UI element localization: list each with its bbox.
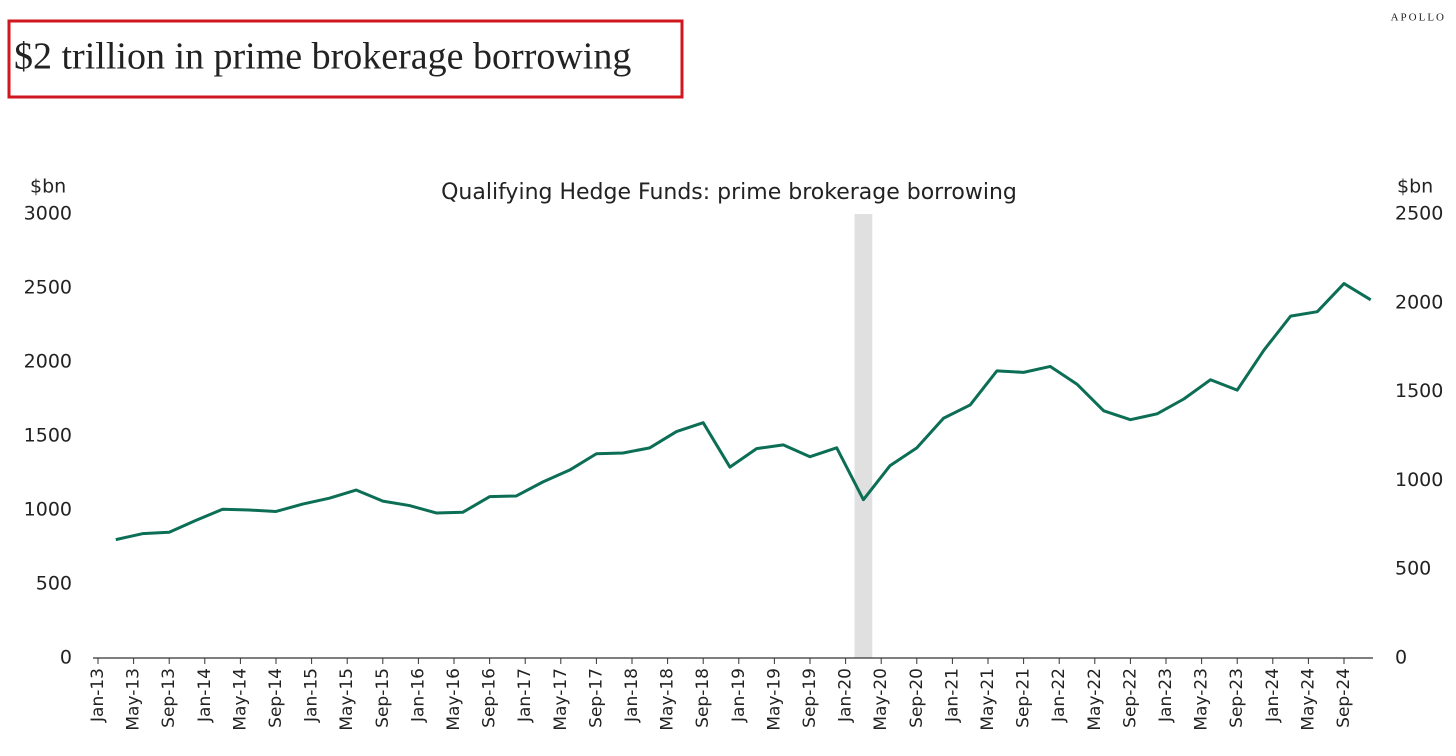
x-tick-label: Sep-19 <box>800 668 820 728</box>
y2-tick-label: 1000 <box>1395 469 1443 491</box>
x-tick-label: May-20 <box>871 668 891 731</box>
x-tick-label: May-22 <box>1085 668 1105 731</box>
x-tick-label: Jan-24 <box>1263 668 1283 723</box>
x-tick-label: Sep-15 <box>373 668 393 728</box>
x-tick-label: Sep-23 <box>1227 668 1247 728</box>
headline: $2 trillion in prime brokerage borrowing <box>14 36 631 78</box>
brand: APOLLO <box>1391 12 1446 24</box>
series-line <box>115 282 1372 542</box>
x-tick-label: May-14 <box>230 668 250 731</box>
y-tick-label: 0 <box>60 647 72 669</box>
x-tick-label: Jan-14 <box>195 668 215 723</box>
y-axis-label: $bn <box>30 176 66 198</box>
y2-tick-label: 0 <box>1395 647 1407 669</box>
x-tick-label: Sep-18 <box>693 668 713 728</box>
x-tick-label: May-18 <box>658 668 678 731</box>
x-tick-label: May-21 <box>978 668 998 731</box>
x-tick-label: Jan-19 <box>729 668 749 723</box>
y2-tick-label: 500 <box>1395 558 1431 580</box>
x-tick-label: May-13 <box>124 668 144 731</box>
shaded-span <box>854 214 873 658</box>
x-tick-label: Sep-13 <box>159 668 179 728</box>
x-tick-label: Sep-24 <box>1334 668 1354 728</box>
x-tick-label: Sep-17 <box>586 668 606 728</box>
y2-axis-label: $bn <box>1397 176 1433 198</box>
x-tick-label: Jan-23 <box>1156 668 1176 723</box>
x-tick-label: May-19 <box>764 668 784 731</box>
y-tick-label: 3000 <box>24 203 72 225</box>
x-tick-label: May-15 <box>337 668 357 731</box>
y-tick-label: 2000 <box>24 351 72 373</box>
x-tick-label: Jan-13 <box>88 668 108 723</box>
x-tick-label: Jan-16 <box>408 668 428 723</box>
x-tick-label: Jan-21 <box>942 668 962 723</box>
y-tick-label: 500 <box>36 573 72 595</box>
x-tick-label: Sep-14 <box>266 668 286 728</box>
x-tick-label: Jan-20 <box>836 668 856 723</box>
x-tick-label: Jan-22 <box>1049 668 1069 723</box>
y-tick-label: 1000 <box>24 499 72 521</box>
y2-tick-label: 2500 <box>1395 203 1443 225</box>
y-tick-label: 2500 <box>24 277 72 299</box>
x-tick-label: May-23 <box>1192 668 1212 731</box>
x-tick-label: Sep-21 <box>1014 668 1034 728</box>
x-tick-label: May-16 <box>444 668 464 731</box>
y-tick-label: 1500 <box>24 425 72 447</box>
x-tick-label: Sep-20 <box>907 668 927 728</box>
x-tick-label: May-24 <box>1298 668 1318 731</box>
headline-box <box>7 19 684 99</box>
x-tick-label: Sep-22 <box>1120 668 1140 728</box>
x-tick-label: Jan-17 <box>515 668 535 723</box>
y2-tick-label: 2000 <box>1395 291 1443 313</box>
x-tick-label: May-17 <box>551 668 571 731</box>
x-tick-label: Sep-16 <box>480 668 500 728</box>
y2-tick-label: 1500 <box>1395 380 1443 402</box>
chart-title: Qualifying Hedge Funds: prime brokerage … <box>441 180 1017 205</box>
x-tick-label: Jan-18 <box>622 668 642 723</box>
x-tick-label: Jan-15 <box>302 668 322 723</box>
